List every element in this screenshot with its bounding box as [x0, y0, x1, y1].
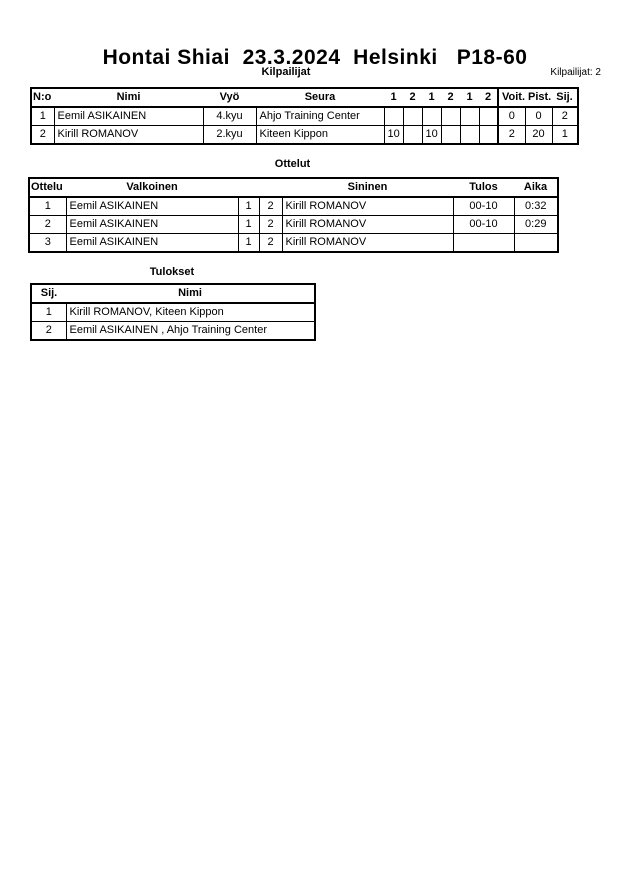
header-round: 1: [460, 88, 479, 108]
competitor-row: 2 Kirill ROMANOV 2.kyu Kiteen Kippon 10 …: [30, 125, 579, 145]
cell-result: [452, 233, 515, 253]
cell-wins: 0: [497, 106, 526, 126]
competitor-row: 1 Eemil ASIKAINEN 4.kyu Ahjo Training Ce…: [30, 106, 579, 126]
cell-club: Ahjo Training Center: [255, 106, 385, 126]
result-row: 2 Eemil ASIKAINEN , Ahjo Training Center: [30, 321, 316, 341]
page-title: Hontai Shiai 23.3.2024 Helsinki P18-60: [102, 46, 528, 69]
cell-belt: 4.kyu: [202, 106, 257, 126]
cell-blue-no: 2: [258, 196, 283, 216]
header-blue: Sininen: [282, 178, 453, 198]
match-row: 1 Eemil ASIKAINEN 1 2 Kirill ROMANOV 00-…: [28, 196, 559, 216]
cell-time: 0:32: [513, 196, 559, 216]
cell-score: [440, 106, 461, 126]
header-name: Nimi: [66, 284, 315, 304]
cell-no: 1: [30, 106, 55, 126]
cell-name: Eemil ASIKAINEN: [53, 106, 204, 126]
cell-result: 00-10: [452, 215, 515, 234]
header-round: 2: [441, 88, 460, 108]
cell-blue-name: Kirill ROMANOV: [281, 233, 454, 253]
header-result: Tulos: [453, 178, 514, 198]
cell-no: 2: [30, 125, 55, 145]
cell-blue-name: Kirill ROMANOV: [281, 215, 454, 234]
header-round: 2: [479, 88, 498, 108]
cell-place: 1: [30, 302, 67, 322]
match-row: 3 Eemil ASIKAINEN 1 2 Kirill ROMANOV: [28, 233, 559, 253]
cell-place: 2: [551, 106, 579, 126]
cell-time: [513, 233, 559, 253]
cell-name: Eemil ASIKAINEN , Ahjo Training Center: [65, 321, 316, 341]
cell-name: Kirill ROMANOV: [53, 125, 204, 145]
cell-score: [421, 106, 442, 126]
header-no: N:o: [31, 88, 54, 108]
cell-score: [459, 106, 480, 126]
results-table-caption: Tulokset: [149, 266, 195, 278]
matches-table: Ottelu Valkoinen Sininen Tulos Aika 1 Ee…: [28, 177, 559, 253]
cell-time: 0:29: [513, 215, 559, 234]
cell-match-no: 3: [28, 233, 67, 253]
cell-white-name: Eemil ASIKAINEN: [65, 215, 239, 234]
header-spacer: [238, 178, 259, 198]
header-points: Pist.: [525, 88, 552, 108]
header-name: Nimi: [54, 88, 203, 108]
cell-match-no: 2: [28, 215, 67, 234]
cell-score: [459, 125, 480, 145]
matches-table-caption: Ottelut: [274, 158, 311, 170]
competitors-table: N:o Nimi Vyö Seura 1 2 1 2 1 2 Voit. Pis…: [30, 87, 579, 145]
cell-belt: 2.kyu: [202, 125, 257, 145]
cell-blue-name: Kirill ROMANOV: [281, 196, 454, 216]
cell-place: 2: [30, 321, 67, 341]
header-place: Sij.: [31, 284, 66, 304]
competitors-table-caption: Kilpailijat: [261, 66, 311, 78]
header-white: Valkoinen: [66, 178, 238, 198]
cell-result: 00-10: [452, 196, 515, 216]
cell-white-no: 1: [237, 196, 260, 216]
cell-score: [402, 125, 423, 145]
cell-white-no: 1: [237, 215, 260, 234]
matches-header-row: Ottelu Valkoinen Sininen Tulos Aika: [29, 178, 558, 198]
cell-match-no: 1: [28, 196, 67, 216]
cell-white-name: Eemil ASIKAINEN: [65, 233, 239, 253]
match-row: 2 Eemil ASIKAINEN 1 2 Kirill ROMANOV 00-…: [28, 215, 559, 234]
header-round: 1: [384, 88, 403, 108]
competitors-header-row: N:o Nimi Vyö Seura 1 2 1 2 1 2 Voit. Pis…: [31, 88, 578, 108]
cell-white-no: 1: [237, 233, 260, 253]
result-row: 1 Kirill ROMANOV, Kiteen Kippon: [30, 302, 316, 322]
results-table: Sij. Nimi 1 Kirill ROMANOV, Kiteen Kippo…: [30, 283, 316, 341]
cell-score: [402, 106, 423, 126]
header-place: Sij.: [552, 88, 578, 108]
cell-white-name: Eemil ASIKAINEN: [65, 196, 239, 216]
cell-score: [478, 125, 499, 145]
cell-score: [440, 125, 461, 145]
cell-score: [478, 106, 499, 126]
results-header-row: Sij. Nimi: [31, 284, 315, 304]
cell-points: 20: [524, 125, 553, 145]
cell-score: 10: [383, 125, 404, 145]
cell-place: 1: [551, 125, 579, 145]
header-round: 2: [403, 88, 422, 108]
cell-points: 0: [524, 106, 553, 126]
header-spacer: [259, 178, 282, 198]
cell-blue-no: 2: [258, 233, 283, 253]
cell-score: [383, 106, 404, 126]
cell-club: Kiteen Kippon: [255, 125, 385, 145]
header-round: 1: [422, 88, 441, 108]
header-wins: Voit.: [497, 88, 525, 108]
cell-wins: 2: [497, 125, 526, 145]
cell-blue-no: 2: [258, 215, 283, 234]
competitor-count-label: Kilpailijat: 2: [550, 67, 601, 78]
header-match: Ottelu: [29, 178, 66, 198]
cell-name: Kirill ROMANOV, Kiteen Kippon: [65, 302, 316, 322]
header-time: Aika: [514, 178, 558, 198]
cell-score: 10: [421, 125, 442, 145]
header-belt: Vyö: [203, 88, 256, 108]
header-club: Seura: [256, 88, 384, 108]
